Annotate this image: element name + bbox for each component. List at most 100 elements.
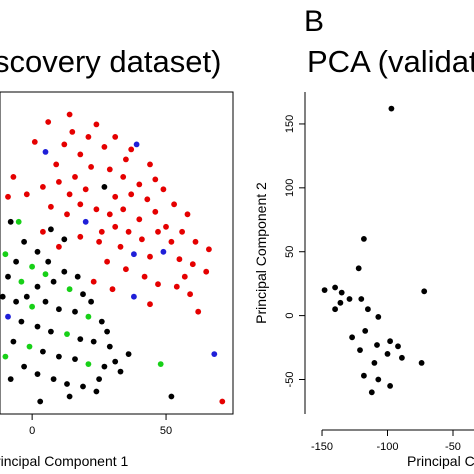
panel-a-point [5,193,11,200]
panel-b-point [338,289,345,296]
panel-a-point [147,161,153,168]
panel-a-point [104,328,110,335]
panel-a-point [106,166,113,173]
panel-a-point [147,301,153,308]
panel-a-point [144,196,151,203]
panel-a-point [163,223,169,230]
panel-a-point [40,184,46,190]
panel-a-point [13,298,19,305]
panel-a-point [56,243,62,250]
panel-b-point [387,383,393,389]
panel-a-point [173,283,180,290]
panel-a-point [34,371,41,377]
panel-a-point [171,201,178,208]
panel-a-points [0,111,226,405]
panel-a-x-label: rincipal Component 1 [0,453,129,469]
panel-a-point [93,121,100,128]
panel-a-point [40,348,46,355]
panel-b-y-axis: -50 0 50 100 150 [284,115,305,387]
panel-a-point [112,358,119,365]
panel-b-point [358,296,365,302]
panel-a-point [31,139,38,145]
panel-b-point [418,360,425,366]
panel-b-letter: B [304,5,324,38]
panel-a-point [195,308,202,315]
panel-a-point [112,193,119,200]
panel-a-point [77,336,84,342]
panel-a-point [168,393,175,400]
panel-a-point [125,228,132,235]
panel-b-title: PCA (validat [307,44,474,79]
panel-b-y-tick-label: 100 [284,179,296,197]
panel-a-point [85,361,92,367]
panel-a-point [109,286,116,293]
panel-a-point [50,278,57,285]
panel-a-point [85,313,92,320]
panel-a-point [18,278,25,285]
panel-b-y-label: Principal Component 2 [253,182,269,324]
panel-a-point [189,261,196,268]
panel-a-point [64,331,70,337]
panel-a-point [160,186,167,193]
panel-a-point [72,356,78,362]
panel-a-point [184,211,191,218]
panel-a-point [64,211,70,218]
panel-a-point [23,191,30,198]
panel-a-point [101,144,108,150]
panel-a-point [147,253,153,260]
panel-a-point [29,263,35,270]
panel-a-point [45,119,52,125]
panel-a-point [48,328,54,335]
panel-b-point [332,306,338,313]
panel-a-point [106,211,113,218]
panel-a-point [72,174,78,180]
panel-b-point [332,284,338,291]
panel-b-point [355,265,362,272]
panel-a-point [34,283,41,290]
panel-a-point [155,281,161,288]
panel-a-point [42,298,49,305]
panel-a-point [77,233,84,240]
panel-a-point [82,186,89,193]
panel-a-point [61,141,68,148]
panel-a-point [206,246,212,253]
panel-a-point [157,361,164,367]
panel-b-point [395,343,401,350]
panel-a-point [2,353,9,360]
panel-b-point [384,351,391,357]
panel-a-point [85,134,92,140]
panel-b-point [362,328,369,334]
panel-b-y-tick-label: 50 [284,246,296,258]
panel-a-point [56,179,62,185]
panel-b-x-label: Principal Co [407,453,474,469]
panel-a-point [48,203,54,210]
panel-a-point [128,191,135,198]
panel-a-point [112,134,119,140]
panel-b-points [321,105,428,396]
panel-a-point [96,238,102,245]
panel-a-point [168,238,175,245]
panel-b-point [374,342,380,348]
panel-a-point [69,129,76,135]
panel-a-point [187,291,194,298]
panel-a-point [141,273,148,280]
panel-b-point [421,288,428,295]
panel-a-point [152,176,159,183]
panel-a-point [34,323,41,330]
panel-a-plot-frame [0,91,234,415]
panel-a-point [72,308,78,315]
panel-b-point [375,376,382,383]
panel-a-point [66,191,73,198]
panel-a-point [2,251,9,258]
panel-a-x-tick-label: 0 [29,425,35,437]
panel-a-point [136,216,143,223]
panel-a-point [104,258,110,265]
panel-a-point [42,149,49,155]
panel-a-point [48,226,54,233]
panel-a-point [131,251,137,258]
panel-a-point [34,248,41,255]
panel-a-point [42,271,49,278]
panel-a-point [66,393,73,400]
panel-a-point [98,318,105,325]
